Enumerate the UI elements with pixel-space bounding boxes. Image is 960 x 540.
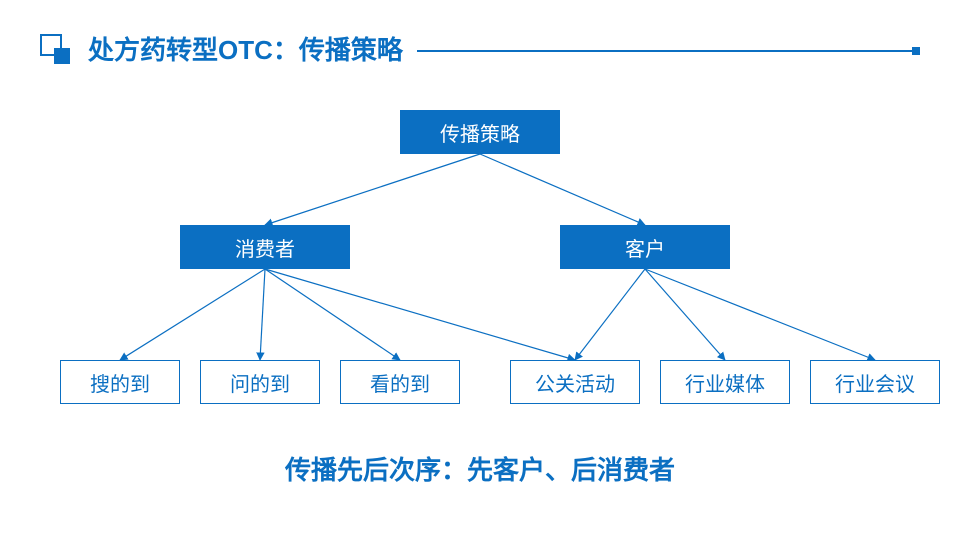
tree-node-right: 客户 [560,225,730,269]
tree-node-r2: 行业媒体 [660,360,790,404]
tree-node-l3: 看的到 [340,360,460,404]
tree-node-l2: 问的到 [200,360,320,404]
tree-node-l1: 搜的到 [60,360,180,404]
footer-caption: 传播先后次序：先客户、后消费者 [0,450,960,487]
tree-node-left: 消费者 [180,225,350,269]
tree-node-r1: 公关活动 [510,360,640,404]
tree-node-root: 传播策略 [400,110,560,154]
tree-node-r3: 行业会议 [810,360,940,404]
